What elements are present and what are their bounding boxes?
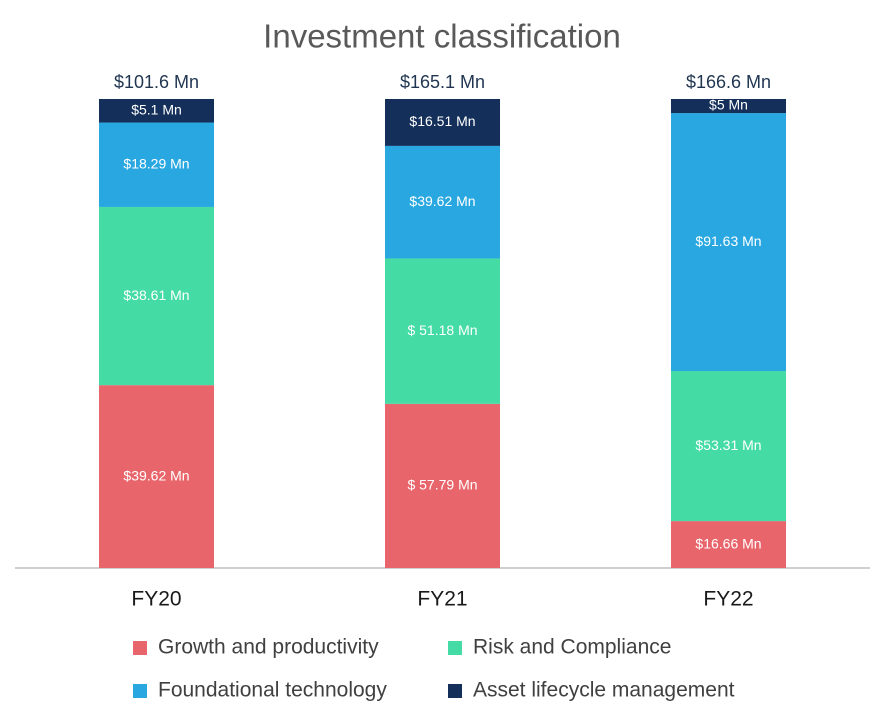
bar-segment [671,99,786,114]
data-label: $91.63 Mn [695,233,761,249]
legend-label: Growth and productivity [158,636,379,659]
bar-segment [671,521,786,568]
legend-swatch [448,641,462,655]
legend-swatch [133,684,147,698]
data-label: $16.51 Mn [409,113,475,129]
bar-segment [99,122,214,207]
chart-title: Investment classification [263,18,621,55]
bar-segment [671,371,786,522]
x-tick-label: FY21 [417,588,467,611]
total-label: $101.6 Mn [114,72,199,92]
bar-segment [385,403,500,568]
data-label: $39.62 Mn [123,467,189,483]
legend-label: Foundational technology [158,679,387,702]
x-tick-label: FY22 [703,588,753,611]
data-label: $18.29 Mn [123,155,189,171]
x-tick-label: FY20 [131,588,181,611]
data-label: $38.61 Mn [123,287,189,303]
data-label: $39.62 Mn [409,193,475,209]
legend-label: Risk and Compliance [473,636,671,659]
total-label: $166.6 Mn [686,72,771,92]
bar-segment [385,258,500,404]
legend-swatch [448,684,462,698]
data-label: $5 Mn [709,97,748,113]
bar-segment [671,113,786,372]
legend-swatch [133,641,147,655]
data-label: $5.1 Mn [131,101,182,117]
legend-label: Asset lifecycle management [473,679,735,702]
bar-segment [385,99,500,146]
data-label: $ 51.18 Mn [407,322,477,338]
data-label: $53.31 Mn [695,437,761,453]
bar-segment [99,99,214,123]
bar-segment [99,206,214,386]
bar-segment [385,145,500,259]
data-label: $ 57.79 Mn [407,477,477,493]
data-label: $16.66 Mn [695,535,761,551]
total-label: $165.1 Mn [400,72,485,92]
bar-segment [99,385,214,568]
